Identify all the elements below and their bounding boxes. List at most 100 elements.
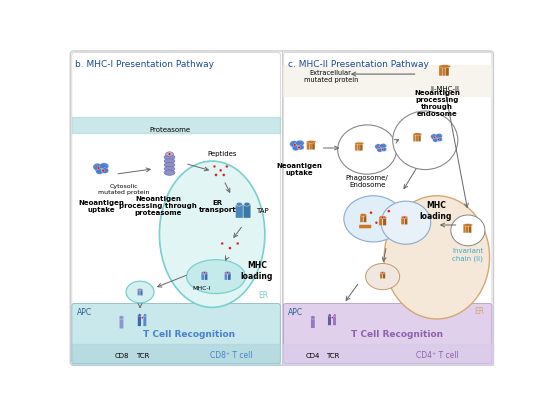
Ellipse shape (138, 288, 142, 291)
FancyBboxPatch shape (283, 304, 492, 364)
Circle shape (139, 289, 141, 290)
Ellipse shape (224, 271, 231, 274)
Ellipse shape (451, 215, 485, 246)
Ellipse shape (164, 154, 175, 160)
Ellipse shape (244, 202, 250, 206)
Circle shape (168, 153, 171, 156)
Ellipse shape (431, 134, 438, 139)
Bar (283, 344, 493, 365)
Ellipse shape (355, 142, 364, 145)
FancyBboxPatch shape (439, 66, 442, 76)
FancyBboxPatch shape (243, 204, 251, 218)
Text: MHC-I: MHC-I (192, 286, 211, 291)
Ellipse shape (376, 145, 386, 152)
Circle shape (141, 317, 144, 319)
Ellipse shape (93, 163, 102, 171)
Ellipse shape (101, 168, 109, 173)
FancyBboxPatch shape (364, 215, 366, 222)
Text: APC: APC (288, 308, 303, 317)
Ellipse shape (164, 159, 175, 164)
Circle shape (214, 173, 217, 176)
FancyBboxPatch shape (235, 204, 243, 218)
Ellipse shape (298, 145, 304, 150)
FancyBboxPatch shape (309, 141, 312, 150)
Circle shape (434, 136, 436, 138)
Ellipse shape (432, 135, 442, 141)
Text: Extracellular
mutated protein: Extracellular mutated protein (304, 70, 358, 83)
Ellipse shape (344, 196, 403, 242)
Ellipse shape (379, 215, 386, 219)
FancyBboxPatch shape (201, 272, 204, 280)
Text: Neoantigen
processing
through
endosome: Neoantigen processing through endosome (414, 90, 460, 117)
Ellipse shape (164, 170, 175, 176)
Ellipse shape (100, 163, 109, 169)
FancyBboxPatch shape (70, 51, 493, 365)
Circle shape (222, 173, 225, 176)
Ellipse shape (463, 224, 473, 226)
Text: Peptides: Peptides (207, 151, 237, 157)
Ellipse shape (164, 166, 175, 171)
FancyBboxPatch shape (138, 315, 141, 326)
Ellipse shape (366, 264, 400, 290)
Ellipse shape (201, 271, 207, 274)
FancyBboxPatch shape (383, 272, 386, 279)
FancyBboxPatch shape (205, 272, 208, 280)
FancyBboxPatch shape (358, 143, 360, 151)
Circle shape (213, 165, 216, 168)
Text: Phagosome/
Endosome: Phagosome/ Endosome (346, 175, 388, 188)
FancyBboxPatch shape (404, 217, 408, 225)
FancyBboxPatch shape (418, 134, 421, 142)
Ellipse shape (138, 314, 141, 316)
Circle shape (236, 242, 239, 245)
Ellipse shape (328, 314, 331, 316)
Text: MHC
loading: MHC loading (241, 262, 273, 281)
FancyBboxPatch shape (466, 225, 469, 233)
Ellipse shape (413, 133, 422, 136)
Ellipse shape (296, 140, 304, 146)
Circle shape (294, 143, 296, 146)
Ellipse shape (375, 144, 382, 150)
Ellipse shape (384, 196, 490, 319)
Ellipse shape (338, 125, 397, 174)
FancyBboxPatch shape (72, 52, 280, 364)
Ellipse shape (160, 161, 265, 307)
Text: CD8⁺ T cell: CD8⁺ T cell (210, 351, 253, 360)
Circle shape (97, 166, 100, 169)
Text: APC: APC (76, 308, 92, 317)
Circle shape (229, 247, 232, 250)
Text: ER: ER (474, 307, 484, 316)
Text: TCR: TCR (136, 353, 149, 359)
FancyBboxPatch shape (283, 52, 492, 364)
Text: ER: ER (258, 291, 269, 300)
Ellipse shape (381, 201, 431, 244)
FancyBboxPatch shape (224, 272, 228, 280)
Text: Neoantigen
uptake: Neoantigen uptake (78, 199, 124, 213)
FancyBboxPatch shape (359, 225, 371, 229)
Circle shape (403, 216, 405, 218)
Ellipse shape (380, 272, 385, 274)
Ellipse shape (292, 146, 299, 151)
Text: Neoantigen
uptake: Neoantigen uptake (276, 163, 322, 176)
Ellipse shape (360, 213, 366, 216)
FancyBboxPatch shape (442, 66, 446, 76)
Circle shape (221, 242, 224, 245)
Circle shape (298, 146, 300, 149)
FancyBboxPatch shape (312, 141, 315, 150)
FancyBboxPatch shape (140, 289, 143, 295)
FancyBboxPatch shape (328, 315, 331, 325)
Text: c. MHC-II Presentation Pathway: c. MHC-II Presentation Pathway (288, 60, 429, 69)
Ellipse shape (439, 65, 450, 68)
Text: CD4: CD4 (306, 353, 320, 359)
FancyBboxPatch shape (383, 217, 386, 225)
Ellipse shape (393, 111, 458, 170)
FancyBboxPatch shape (463, 225, 466, 233)
Circle shape (204, 272, 205, 274)
Circle shape (437, 138, 439, 140)
Circle shape (387, 210, 390, 213)
FancyBboxPatch shape (416, 134, 419, 142)
Circle shape (226, 165, 228, 168)
Ellipse shape (433, 138, 438, 142)
Circle shape (382, 272, 383, 274)
Circle shape (102, 169, 104, 172)
Ellipse shape (311, 316, 315, 319)
